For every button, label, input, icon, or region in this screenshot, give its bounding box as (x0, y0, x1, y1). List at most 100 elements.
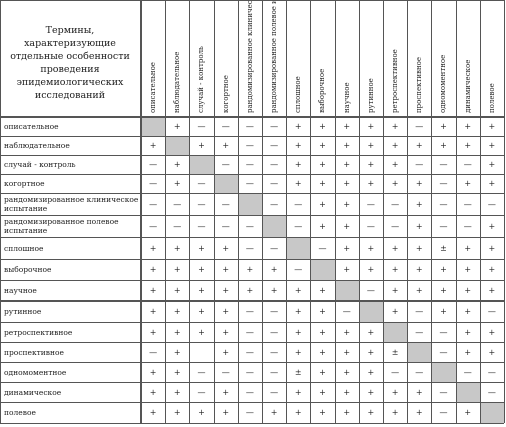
table-cell: + (464, 243, 472, 253)
table-cell: + (198, 265, 205, 274)
table-cell: — (415, 307, 424, 316)
column-divider (310, 0, 312, 423)
column-header-label: одномоментное (439, 54, 448, 113)
table-cell: + (343, 122, 351, 131)
row-divider (0, 193, 504, 194)
table-cell: — (415, 122, 424, 131)
diagonal-cell (431, 362, 456, 382)
table-cell: — (197, 221, 206, 231)
column-divider (213, 0, 215, 423)
table-cell: + (319, 122, 326, 131)
table-cell: — (270, 327, 279, 337)
table-cell: + (173, 347, 181, 357)
table-cell: + (270, 408, 278, 417)
row-divider (0, 116, 504, 118)
table-cell: + (173, 122, 181, 131)
diagonal-cell (237, 193, 262, 215)
diagonal-cell (165, 136, 190, 155)
table-cell: + (246, 286, 254, 295)
table-cell: — (149, 347, 158, 357)
table-cell: + (319, 408, 326, 417)
row-divider (0, 423, 504, 424)
table-cell: — (463, 367, 472, 377)
table-cell: + (319, 387, 326, 397)
row-label: рандомизированное клиническое испытание (4, 195, 139, 213)
table-cell: + (319, 367, 326, 377)
table-cell: — (439, 221, 448, 231)
table-cell: — (173, 221, 182, 231)
table-cell: + (149, 141, 157, 150)
row-divider (0, 280, 504, 281)
table-cell: + (391, 179, 399, 188)
column-divider (455, 0, 457, 423)
table-cell: + (294, 122, 302, 131)
column-header: сплошное (286, 0, 310, 117)
table-cell: — (439, 160, 448, 169)
table-cell: — (245, 327, 254, 337)
table-cell: + (294, 327, 302, 337)
table-cell: — (415, 160, 424, 169)
table-cell: — (439, 387, 448, 397)
table-cell: + (367, 179, 375, 188)
table-cell: — (294, 265, 303, 274)
diagonal-cell (141, 117, 166, 136)
row-divider (0, 136, 504, 137)
table-cell: + (415, 141, 423, 150)
table-cell: — (270, 199, 279, 209)
table-cell: — (149, 179, 158, 188)
column-header: рандомизированное клиническое испытание (238, 0, 262, 117)
table-cell: + (198, 286, 205, 295)
table-cell: + (367, 160, 375, 169)
column-header-label: ретроспективное (391, 49, 400, 113)
table-cell: + (391, 141, 399, 150)
column-header-label: рутинное (366, 78, 375, 113)
column-header-label: динамическое (463, 59, 472, 113)
row-divider (0, 300, 504, 302)
diagonal-cell (358, 301, 383, 322)
row-divider (0, 402, 504, 403)
table-cell: + (343, 387, 351, 397)
column-header: динамическое (456, 0, 480, 117)
table-cell: — (487, 387, 496, 397)
table-cell: + (343, 408, 351, 417)
table-cell: — (270, 160, 279, 169)
table-cell: + (343, 327, 351, 337)
table-cell: + (367, 243, 375, 253)
table-cell: — (245, 221, 254, 231)
table-cell: + (173, 408, 181, 417)
table-cell: — (270, 243, 279, 253)
table-cell: + (343, 199, 351, 209)
table-cell: + (367, 408, 375, 417)
row-divider (0, 215, 504, 216)
row-divider (0, 342, 504, 343)
table-cell: — (318, 243, 327, 253)
table-cell: + (415, 199, 423, 209)
table-cell: + (173, 387, 181, 397)
table-cell: — (270, 122, 279, 131)
row-label: выборочное (4, 265, 52, 274)
table-border-left (0, 0, 1, 423)
column-divider (407, 0, 409, 423)
table-cell: — (221, 160, 230, 169)
table-cell: + (294, 387, 302, 397)
table-cell: + (319, 199, 326, 209)
table-cell: + (173, 307, 181, 316)
table-cell: + (367, 122, 375, 131)
row-label: описательное (4, 122, 59, 131)
table-border-top (0, 0, 504, 1)
table-cell: ± (440, 243, 447, 253)
table-cell: + (294, 160, 302, 169)
table-cell: + (391, 265, 399, 274)
table-cell: + (415, 387, 423, 397)
table-cell: + (149, 307, 157, 316)
table-cell: + (270, 265, 278, 274)
table-cell: + (391, 286, 399, 295)
column-divider (237, 0, 239, 423)
column-divider (358, 0, 360, 423)
table-cell: + (343, 243, 351, 253)
table-cell: + (173, 367, 181, 377)
table-cell: — (415, 327, 424, 337)
table-cell: — (173, 199, 182, 209)
column-divider (286, 0, 288, 423)
table-cell: — (439, 199, 448, 209)
